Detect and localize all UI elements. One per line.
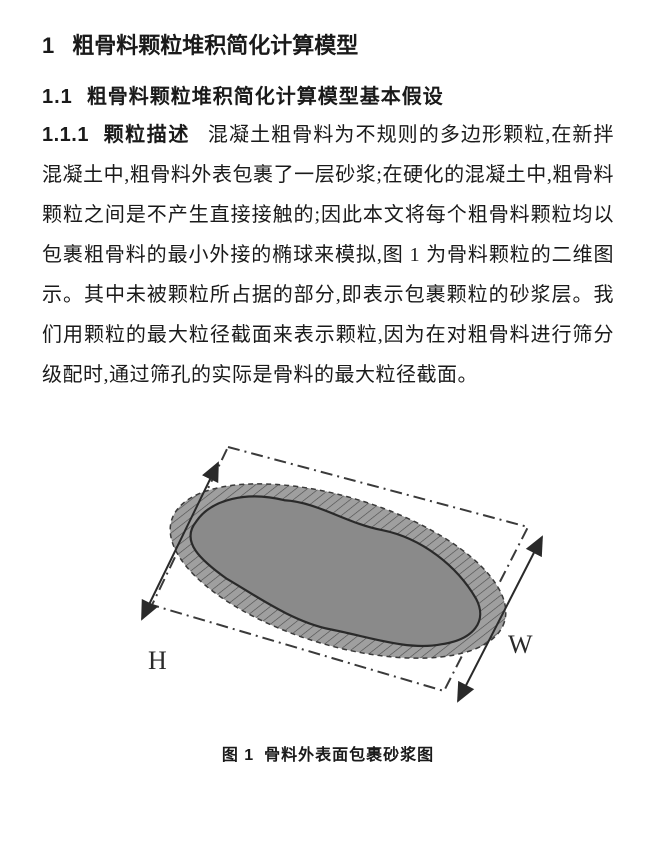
section-heading: 1 粗骨料颗粒堆积简化计算模型 — [42, 28, 614, 60]
subsection-number: 1.1 — [42, 86, 73, 109]
subsubsection-heading: 1.1.1 颗粒描述 — [42, 124, 208, 146]
paragraph-text: 混凝土粗骨料为不规则的多边形颗粒,在新拌混凝土中,粗骨料外表包裹了一层砂浆;在硬… — [42, 124, 614, 386]
section-title: 粗骨料颗粒堆积简化计算模型 — [72, 33, 358, 58]
section-number: 1 — [42, 33, 54, 59]
figure-label: 图 1 — [222, 747, 254, 764]
figure-caption-text: 骨料外表面包裹砂浆图 — [264, 747, 434, 764]
figure-caption: 图 1 骨料外表面包裹砂浆图 — [42, 741, 614, 765]
subsection-heading: 1.1 粗骨料颗粒堆积简化计算模型基本假设 — [42, 80, 614, 109]
subsubsection-number: 1.1.1 — [42, 124, 89, 146]
aggregate-diagram: H W — [98, 403, 558, 713]
dim-w-label: W — [508, 630, 533, 659]
subsection-title: 粗骨料颗粒堆积简化计算模型基本假设 — [87, 86, 444, 108]
figure-1: H W 图 1 骨料外表面包裹砂浆图 — [42, 403, 614, 765]
subsubsection-title: 颗粒描述 — [103, 124, 190, 146]
dim-h-label: H — [148, 646, 167, 675]
paragraph-body: 1.1.1 颗粒描述混凝土粗骨料为不规则的多边形颗粒,在新拌混凝土中,粗骨料外表包… — [42, 115, 614, 395]
